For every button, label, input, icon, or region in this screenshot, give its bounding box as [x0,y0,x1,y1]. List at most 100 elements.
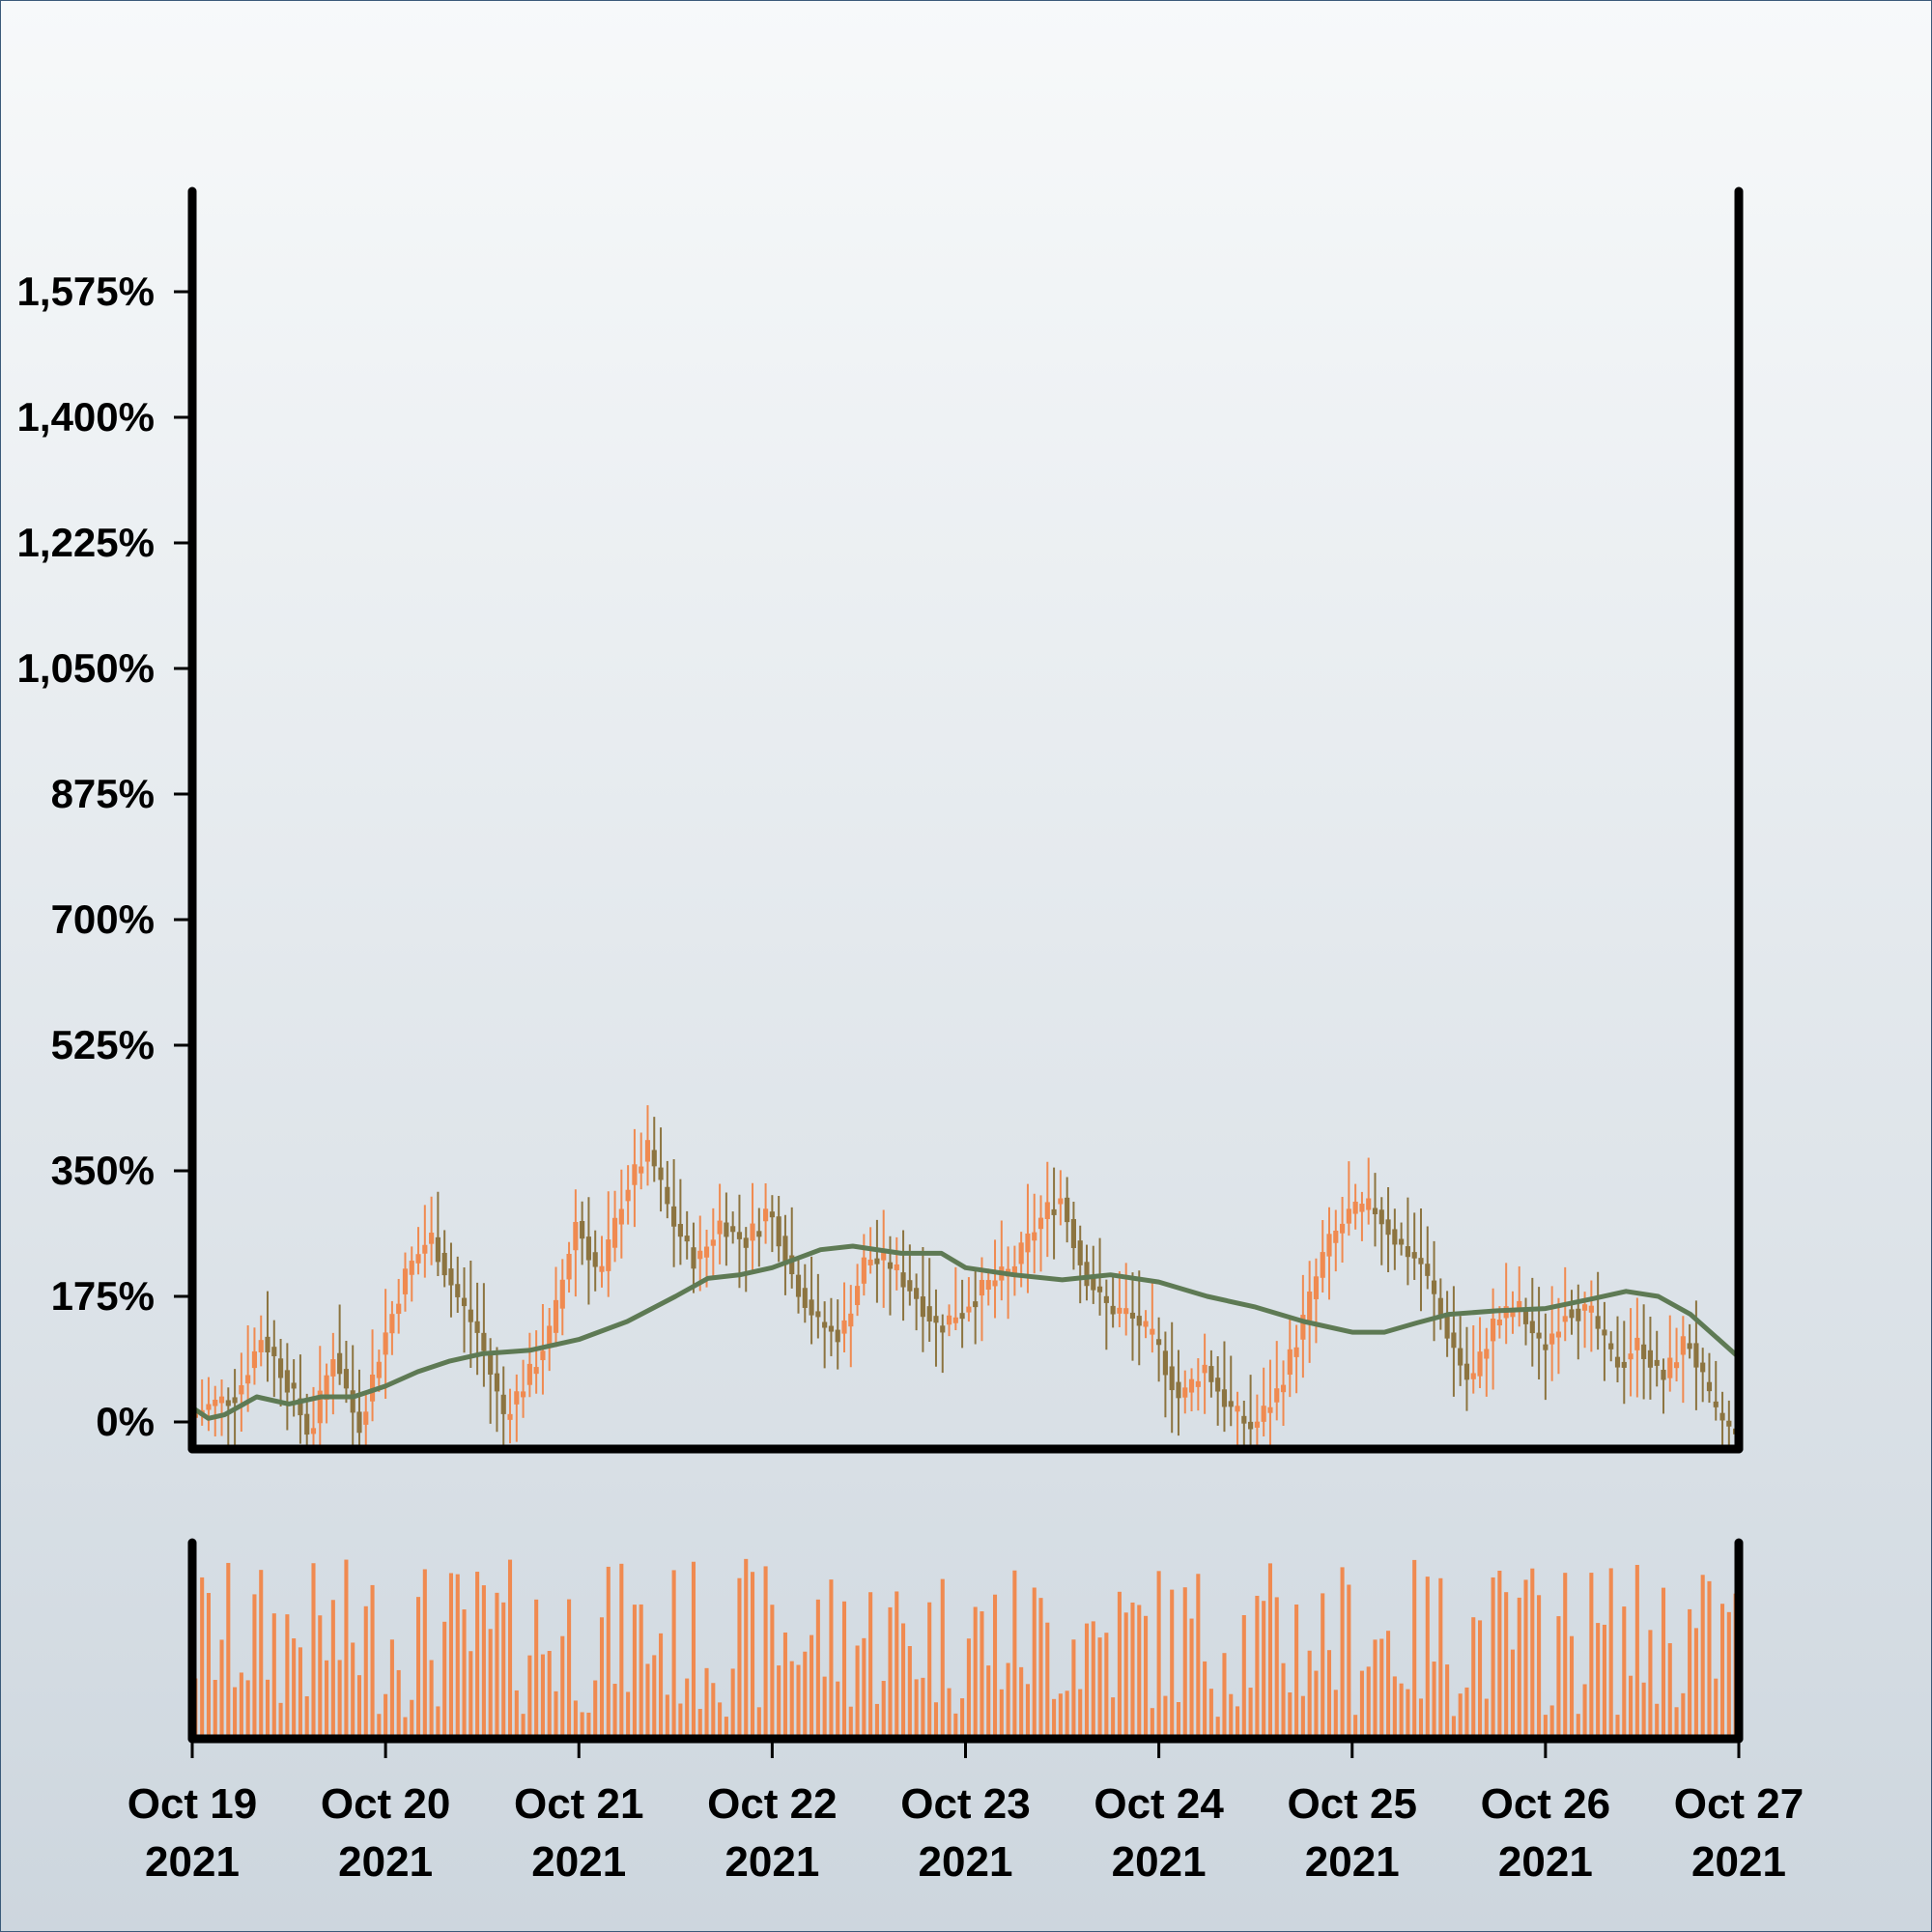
volume-bar [895,1591,899,1735]
candle-body [1307,1292,1313,1321]
candle-body [1431,1280,1437,1294]
volume-bar [980,1611,984,1735]
volume-bar [1615,1715,1620,1735]
candle-body [363,1411,369,1425]
volume-bar [363,1605,368,1735]
candle-body [1569,1309,1575,1319]
candle-body [1549,1333,1555,1345]
volume-bar [724,1717,728,1735]
candle-body [822,1321,828,1328]
candle-body [389,1314,395,1334]
candle-body [802,1288,808,1308]
candle-body [1123,1308,1129,1315]
x-tick-label-year: 2021 [1112,1838,1207,1886]
volume-bar [1641,1682,1646,1735]
volume-bar [626,1691,631,1735]
candle-body [507,1413,513,1420]
volume-bar [1281,1662,1286,1735]
x-tick-label-date: Oct 26 [1481,1780,1611,1828]
volume-bar [763,1566,768,1735]
candle-body [1366,1198,1372,1210]
volume-bar [1589,1573,1594,1735]
volume-bar [370,1584,375,1735]
candle-body [1018,1242,1024,1264]
volume-bar [665,1694,669,1735]
candle-body [1359,1204,1365,1212]
volume-bar [1203,1661,1208,1735]
candle-body [1326,1234,1332,1257]
volume-bar [1497,1570,1502,1735]
candle-body [1162,1350,1168,1376]
volume-bar [252,1594,257,1735]
volume-bar [652,1655,657,1735]
volume-bar [593,1680,598,1735]
volume-bar [1150,1708,1154,1735]
candle-body [1032,1232,1037,1241]
candle-body [1037,1217,1044,1230]
candle-body [1608,1343,1614,1350]
volume-bar [1182,1587,1187,1735]
moving-average-line [189,1243,1742,1421]
volume-bar [356,1675,362,1735]
volume-bar [554,1690,558,1735]
candle-body [887,1262,894,1269]
candle-body [1096,1286,1103,1293]
candle-body [743,1237,749,1248]
candle-body [1372,1208,1378,1214]
candle-body [1661,1369,1666,1380]
volume-bar [1307,1650,1312,1735]
volume-bar [1688,1608,1692,1735]
volume-bar [1366,1666,1371,1735]
volume-bar [527,1655,532,1735]
candle-body [665,1186,670,1205]
candle-body [1411,1252,1417,1259]
volume-bar [940,1578,945,1735]
volume-bar [999,1689,1004,1735]
candle-body [1103,1295,1109,1303]
volume-bar [1504,1592,1509,1735]
volume-bar [1025,1684,1030,1735]
candle-body [639,1166,644,1174]
volume-bar [986,1665,991,1735]
volume-bar [1248,1688,1253,1735]
candle-body [900,1272,906,1288]
volume-bar [560,1635,565,1735]
candle-body [1221,1389,1228,1407]
candle-body [1654,1359,1660,1366]
volume-bar [1314,1670,1319,1735]
volume-bar [1347,1584,1351,1735]
candle-body [1091,1276,1096,1291]
volume-bar [697,1709,702,1735]
y-tick-label: 175% [51,1273,155,1319]
candle-body [488,1351,494,1375]
candle-body [841,1320,847,1334]
candle-body [553,1299,559,1333]
volume-bar [1569,1635,1575,1735]
volume-bar [1412,1559,1417,1735]
x-tick-label-date: Oct 20 [321,1780,451,1828]
volume-bar [730,1668,735,1735]
candle-body [611,1217,618,1248]
volume-bar [836,1681,840,1735]
candle-body [1110,1305,1116,1315]
volume-bar [1379,1638,1384,1735]
volume-bar [1241,1614,1246,1735]
candle-body [1647,1350,1653,1368]
candle-body [1582,1304,1588,1311]
candle-body [415,1254,421,1264]
candle-body [422,1244,428,1254]
candle-body [330,1359,336,1377]
volume-bar [1208,1689,1213,1735]
candle-body [271,1347,277,1356]
candle-body [1458,1348,1463,1366]
volume-bar [1130,1602,1135,1735]
volume-bar [782,1632,787,1735]
volume-bar [1084,1623,1090,1735]
candle-body [1425,1264,1431,1276]
volume-bar [377,1714,382,1735]
candle-body [644,1140,651,1162]
volume-bar [599,1617,605,1735]
volume-bar [1111,1697,1116,1735]
volume-bar [1510,1649,1515,1735]
candle-body [1339,1223,1346,1234]
